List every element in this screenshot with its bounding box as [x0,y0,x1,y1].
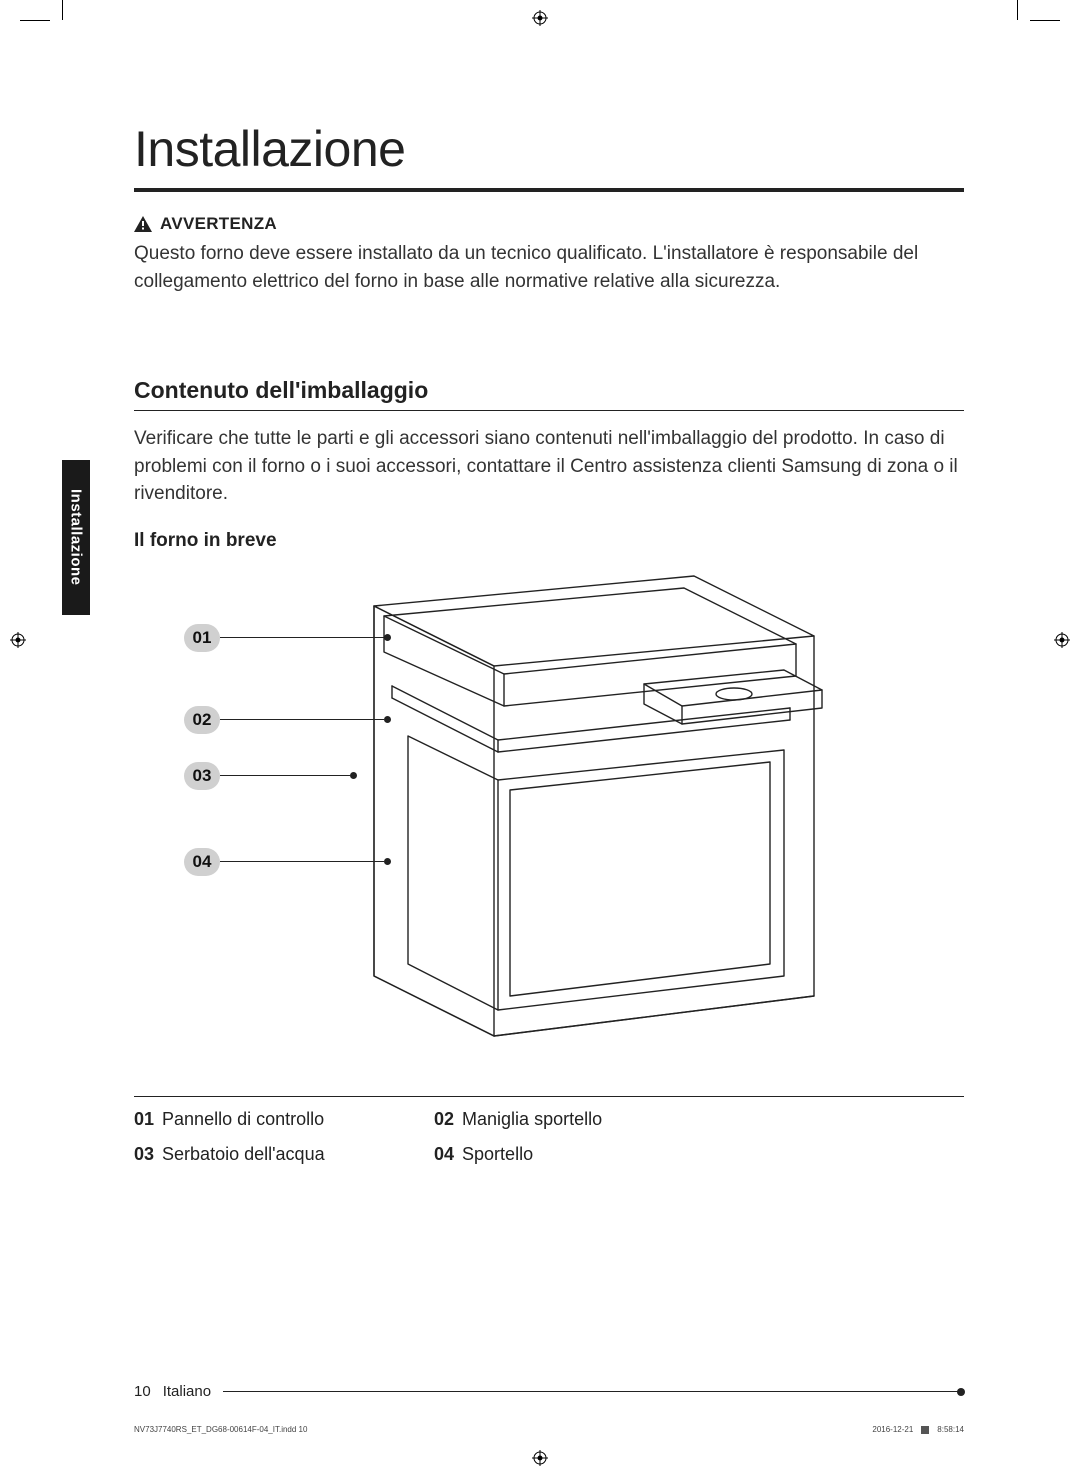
legend-label: Serbatoio dell'acqua [162,1144,325,1165]
legend-label: Pannello di controllo [162,1109,324,1130]
imprint-filename: NV73J7740RS_ET_DG68-00614F-04_IT.indd 10 [134,1425,307,1434]
imprint-timestamp: 2016-12-21 8:58:14 [872,1425,964,1434]
registration-mark-bottom [532,1450,548,1466]
title-rule [134,188,964,192]
imprint-date: 2016-12-21 [872,1425,913,1434]
warning-text: Questo forno deve essere installato da u… [134,240,964,295]
legend-item: 01 Pannello di controllo [134,1109,374,1130]
callout-badge: 04 [184,848,220,876]
callout-04: 04 [184,848,391,876]
callout-badge: 01 [184,624,220,652]
registration-mark-left [10,632,26,648]
section-heading: Contenuto dell'imballaggio [134,377,964,404]
legend-num: 03 [134,1144,154,1165]
page-title: Installazione [134,120,964,178]
imprint-square-icon [921,1426,929,1434]
callout-03: 03 [184,762,357,790]
legend-num: 02 [434,1109,454,1130]
callout-01: 01 [184,624,391,652]
legend-num: 01 [134,1109,154,1130]
registration-mark-right [1054,632,1070,648]
footer-line [223,1391,964,1392]
warning-label: AVVERTENZA [160,214,277,234]
legend-label: Sportello [462,1144,533,1165]
imprint-time: 8:58:14 [937,1425,964,1434]
section-rule [134,410,964,411]
callout-badge: 03 [184,762,220,790]
side-tab: Installazione [62,460,90,615]
subsection-heading: Il forno in breve [134,530,964,552]
page-language: Italiano [163,1383,211,1400]
legend-item: 03 Serbatoio dell'acqua [134,1144,374,1165]
legend-rule [134,1096,964,1097]
page-footer: 10 Italiano [134,1383,964,1400]
legend-label: Maniglia sportello [462,1109,602,1130]
warning-icon [134,216,152,232]
oven-diagram: 01 02 03 04 [134,566,964,1076]
legend: 01 Pannello di controllo 02 Maniglia spo… [134,1109,964,1165]
legend-item: 02 Maniglia sportello [434,1109,674,1130]
oven-illustration [314,566,854,1066]
callout-badge: 02 [184,706,220,734]
legend-item: 04 Sportello [434,1144,674,1165]
callout-02: 02 [184,706,391,734]
legend-num: 04 [434,1144,454,1165]
section-intro: Verificare che tutte le parti e gli acce… [134,425,964,508]
page-number: 10 [134,1383,151,1400]
